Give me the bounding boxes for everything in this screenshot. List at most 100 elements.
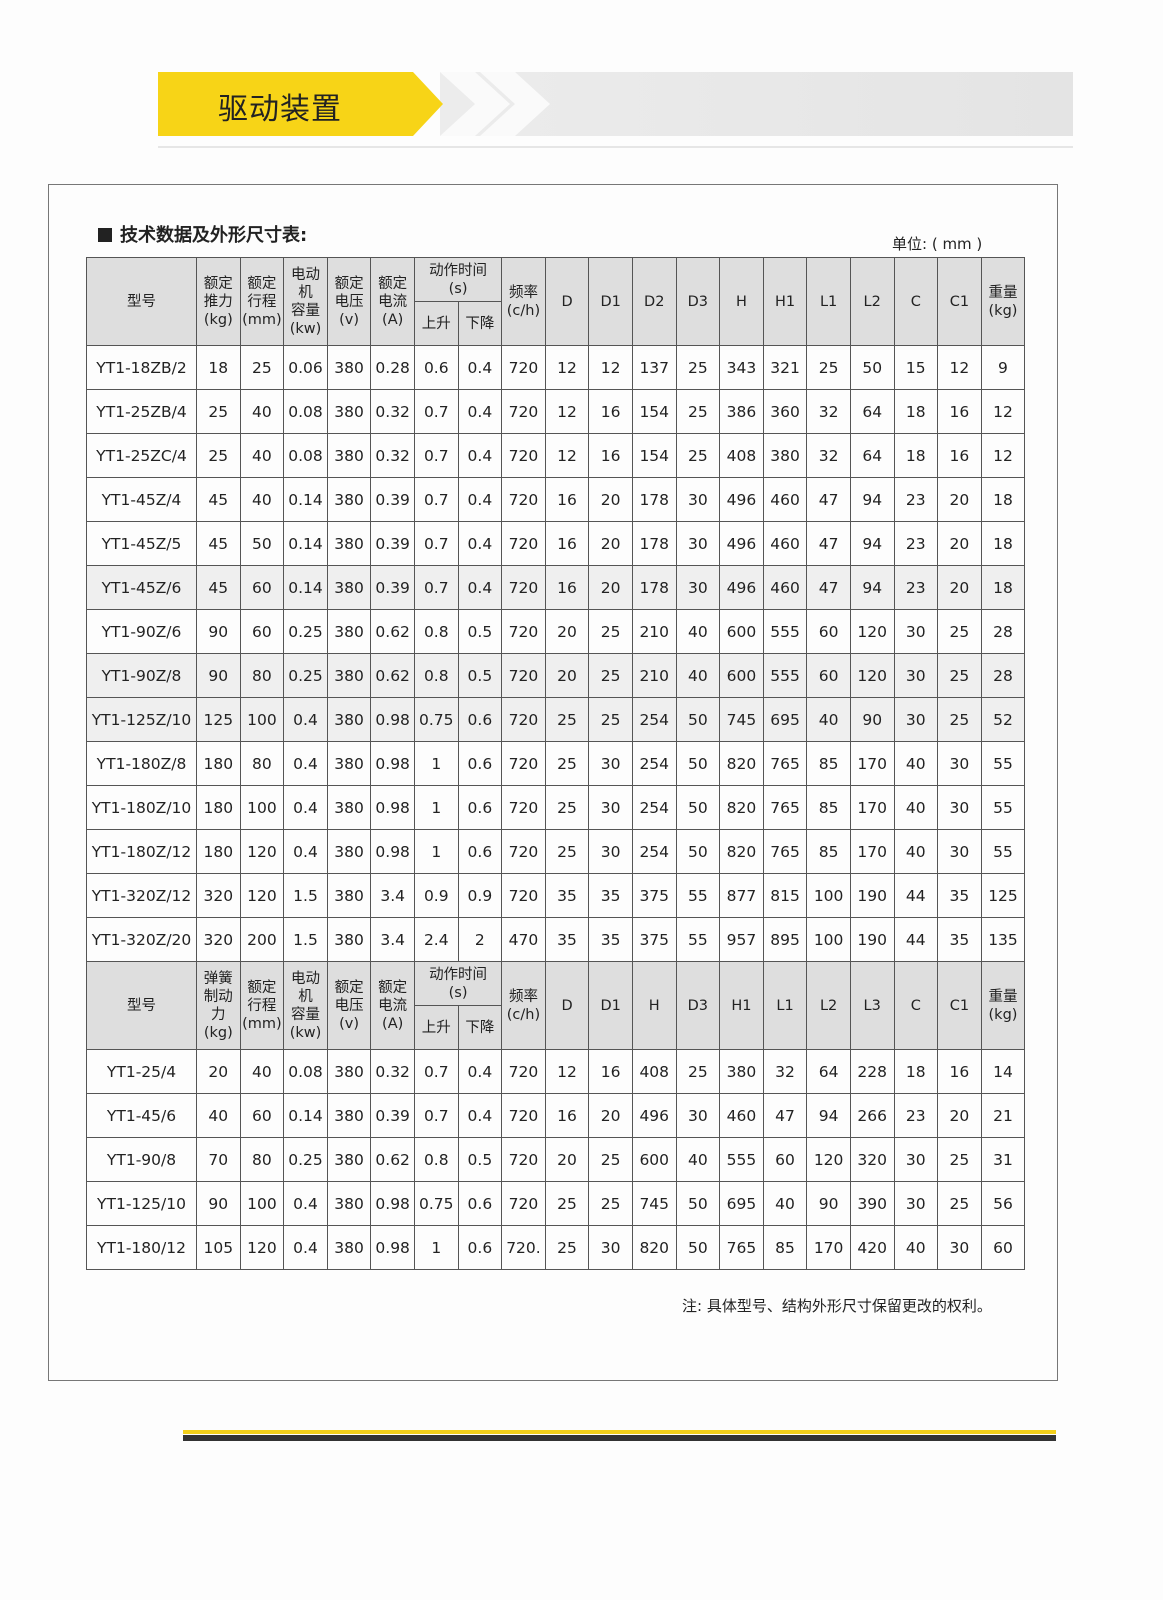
value-cell: 0.39 bbox=[370, 1093, 415, 1138]
value-cell: 0.98 bbox=[370, 1181, 415, 1226]
value-cell: 228 bbox=[849, 1049, 895, 1094]
value-cell: 720 bbox=[501, 521, 546, 566]
value-cell: 12 bbox=[980, 433, 1026, 478]
model-cell: YT1-25ZB/4 bbox=[86, 389, 197, 434]
value-cell: 40 bbox=[239, 1049, 285, 1094]
value-cell: 21 bbox=[980, 1093, 1026, 1138]
value-cell: 0.4 bbox=[457, 389, 503, 434]
value-cell: 18 bbox=[893, 433, 939, 478]
value-cell: 600 bbox=[719, 609, 764, 654]
column-header-dimension: D3 bbox=[675, 257, 721, 346]
value-cell: 25 bbox=[675, 345, 721, 390]
value-cell: 125 bbox=[980, 873, 1026, 918]
model-cell: YT1-125/10 bbox=[86, 1181, 197, 1226]
value-cell: 25 bbox=[544, 1225, 590, 1270]
value-cell: 0.98 bbox=[370, 741, 415, 786]
value-cell: 375 bbox=[631, 873, 677, 918]
value-cell: 35 bbox=[588, 873, 633, 918]
value-cell: 25 bbox=[937, 653, 982, 698]
value-cell: 16 bbox=[544, 521, 590, 566]
value-cell: 12 bbox=[544, 345, 590, 390]
value-cell: 0.08 bbox=[283, 1049, 328, 1094]
value-cell: 765 bbox=[762, 785, 808, 830]
value-cell: 44 bbox=[893, 917, 939, 962]
value-cell: 380 bbox=[326, 389, 372, 434]
value-cell: 496 bbox=[719, 477, 764, 522]
divider bbox=[158, 146, 1073, 148]
value-cell: 35 bbox=[937, 917, 982, 962]
value-cell: 25 bbox=[544, 785, 590, 830]
header-row: 型号 额定 推力 (kg) 额定 行程 (mm) 电动机 容量 (kw) 额定 电压 (… bbox=[86, 257, 1026, 346]
value-cell: 380 bbox=[326, 433, 372, 478]
column-header-dimension: L1 bbox=[806, 257, 851, 346]
unit-label: 单位: ( mm ) bbox=[892, 235, 983, 253]
column-header: 电动机 容量 (kw) bbox=[283, 961, 328, 1050]
value-cell: 720 bbox=[501, 609, 546, 654]
value-cell: 0.9 bbox=[457, 873, 503, 918]
value-cell: 25 bbox=[196, 389, 241, 434]
value-cell: 170 bbox=[849, 829, 895, 874]
value-cell: 16 bbox=[544, 565, 590, 610]
value-cell: 496 bbox=[719, 521, 764, 566]
header-row: 型号 弹簧 制动力 (kg) 额定 行程 (mm) 电动机 容量 (kw) 额定 电压 … bbox=[86, 961, 1026, 1050]
model-cell: YT1-25ZC/4 bbox=[86, 433, 197, 478]
value-cell: 0.14 bbox=[283, 1093, 328, 1138]
column-header-dimension: L2 bbox=[849, 257, 895, 346]
value-cell: 0.4 bbox=[457, 433, 503, 478]
column-header-subtime: 上升 bbox=[413, 1005, 459, 1050]
value-cell: 720 bbox=[501, 1049, 546, 1094]
page-title: 驱动装置 bbox=[218, 92, 342, 127]
value-cell: 380 bbox=[326, 829, 372, 874]
value-cell: 1 bbox=[413, 785, 459, 830]
model-cell: YT1-90Z/6 bbox=[86, 609, 197, 654]
value-cell: 695 bbox=[719, 1181, 764, 1226]
value-cell: 0.9 bbox=[413, 873, 459, 918]
column-header-dimension: C1 bbox=[937, 961, 982, 1050]
value-cell: 496 bbox=[631, 1093, 677, 1138]
value-cell: 20 bbox=[588, 1093, 633, 1138]
model-cell: YT1-45Z/4 bbox=[86, 477, 197, 522]
value-cell: 32 bbox=[806, 433, 851, 478]
value-cell: 380 bbox=[326, 741, 372, 786]
value-cell: 100 bbox=[806, 873, 851, 918]
value-cell: 0.14 bbox=[283, 477, 328, 522]
value-cell: 20 bbox=[588, 521, 633, 566]
table-row: YT1-180Z/10 180 100 0.4 380 0.98 1 0.6 720 25 30 25… bbox=[86, 785, 1026, 830]
value-cell: 254 bbox=[631, 741, 677, 786]
value-cell: 50 bbox=[239, 521, 285, 566]
value-cell: 0.98 bbox=[370, 829, 415, 874]
value-cell: 135 bbox=[980, 917, 1026, 962]
value-cell: 180 bbox=[196, 741, 241, 786]
value-cell: 30 bbox=[893, 653, 939, 698]
value-cell: 120 bbox=[806, 1137, 851, 1182]
value-cell: 18 bbox=[980, 477, 1026, 522]
column-header: 额定 推力 (kg) bbox=[196, 257, 241, 346]
value-cell: 30 bbox=[588, 1225, 633, 1270]
value-cell: 60 bbox=[806, 653, 851, 698]
column-header-subtime: 上升 bbox=[413, 301, 459, 346]
value-cell: 20 bbox=[544, 1137, 590, 1182]
column-header-subtime: 下降 bbox=[457, 1005, 503, 1050]
value-cell: 0.08 bbox=[283, 433, 328, 478]
value-cell: 380 bbox=[326, 1137, 372, 1182]
value-cell: 0.8 bbox=[413, 653, 459, 698]
value-cell: 600 bbox=[719, 653, 764, 698]
value-cell: 720 bbox=[501, 785, 546, 830]
value-cell: 25 bbox=[588, 697, 633, 742]
value-cell: 64 bbox=[849, 433, 895, 478]
value-cell: 170 bbox=[849, 741, 895, 786]
value-cell: 170 bbox=[806, 1225, 851, 1270]
value-cell: 16 bbox=[937, 433, 982, 478]
value-cell: 60 bbox=[980, 1225, 1026, 1270]
value-cell: 18 bbox=[893, 389, 939, 434]
value-cell: 64 bbox=[849, 389, 895, 434]
value-cell: 18 bbox=[980, 565, 1026, 610]
value-cell: 180 bbox=[196, 829, 241, 874]
value-cell: 100 bbox=[239, 785, 285, 830]
value-cell: 200 bbox=[239, 917, 285, 962]
column-header: 弹簧 制动力 (kg) bbox=[196, 961, 241, 1050]
value-cell: 720 bbox=[501, 873, 546, 918]
table-row: YT1-18ZB/2 18 25 0.06 380 0.28 0.6 0.4 720 12 12 13… bbox=[86, 345, 1026, 390]
value-cell: 0.7 bbox=[413, 1049, 459, 1094]
column-header-dimension: L1 bbox=[762, 961, 808, 1050]
